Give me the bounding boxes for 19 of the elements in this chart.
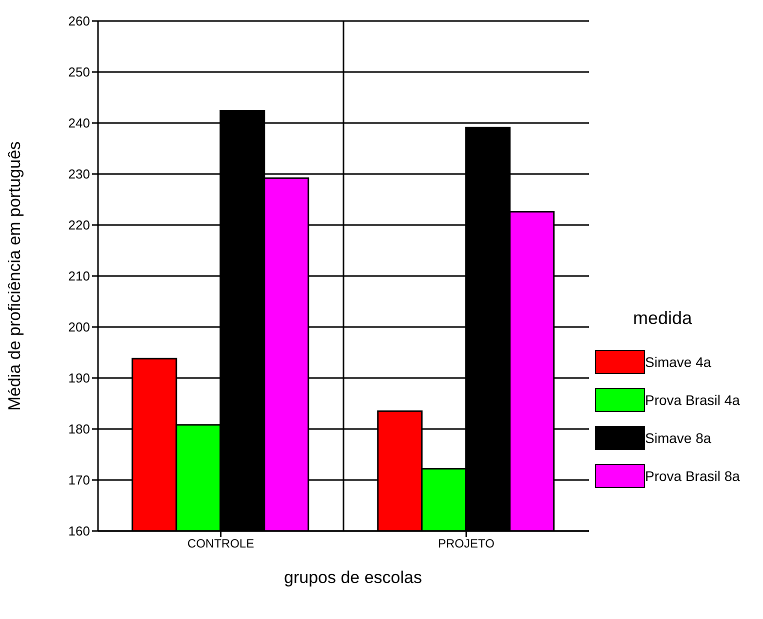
y-tick-label: 260 [68,14,90,29]
legend-label: Simave 8a [645,430,712,446]
x-axis-title: grupos de escolas [283,568,423,588]
y-tick-label: 210 [68,268,90,284]
y-tick-label: 240 [68,116,90,131]
x-tick-label: PROJETO [438,536,494,551]
y-tick-label: 200 [68,320,90,335]
y-tick-label: 220 [68,218,90,233]
y-tick-label: 160 [68,524,90,539]
x-tick-label: CONTROLE [187,536,254,551]
legend-label: Simave 4a [645,354,712,370]
legend-label: Prova Brasil 4a [645,392,740,408]
y-tick-label: 250 [68,64,90,80]
legend-title: medida [633,308,694,329]
legend-label: Prova Brasil 8a [645,468,740,484]
y-tick-label: 170 [68,472,90,488]
y-tick-label: 190 [68,370,90,386]
y-tick-label: 230 [68,166,90,182]
y-tick-label: 180 [68,422,90,437]
